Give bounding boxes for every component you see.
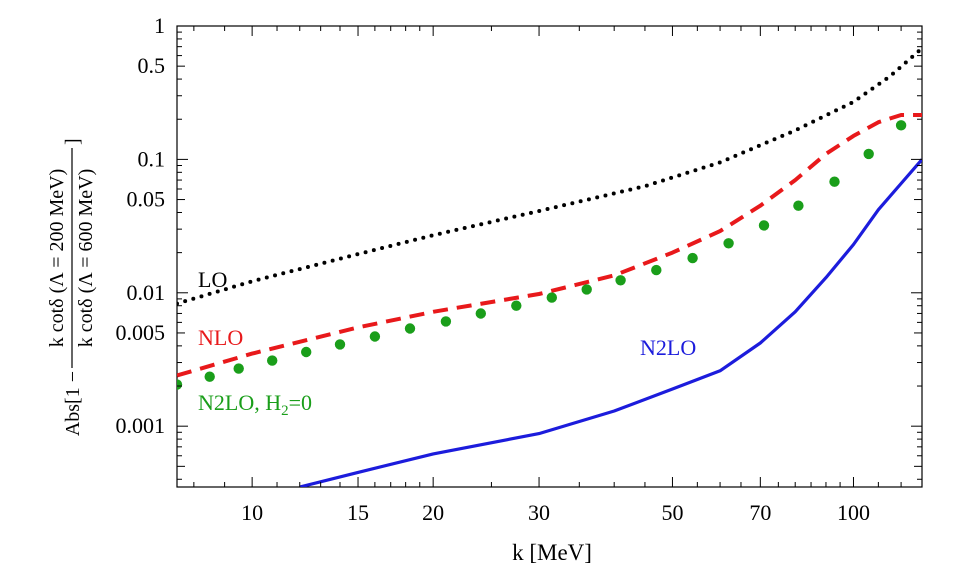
series-n2lo-h2-0-point <box>651 264 662 276</box>
series-n2lo-h2-0-point <box>581 284 592 295</box>
x-axis-title: k [MeV] <box>512 540 592 565</box>
series-n2lo-h2-0-point <box>475 308 486 319</box>
series-n2lo-h2-0-point <box>267 355 278 366</box>
plot-frame <box>176 25 923 488</box>
series-n2lo-h2-0-point <box>334 339 346 350</box>
x-tick-label: 70 <box>749 500 771 525</box>
series-lo-line <box>177 46 922 306</box>
y-axis-title-numerator: k cotδ (Λ = 200 MeV) <box>46 169 68 348</box>
series-n2lo-h2-0-point <box>177 379 183 390</box>
series-label-n2lo: N2LO <box>640 335 696 360</box>
series-n2lo-h2-0-point <box>369 331 381 342</box>
series-n2lo-h2-0-point <box>758 220 770 231</box>
label-layer: 1 0.5 0.1 0.05 0.01 0.005 0.001 10 15 20 30 50 70 100 <box>116 13 870 525</box>
series-n2lo-h2-0-point <box>204 371 215 382</box>
y-axis-title-suffix: ] <box>62 138 84 145</box>
y-tick-label: 0.1 <box>138 146 166 171</box>
series-n2lo-h2-0-point <box>687 252 698 264</box>
x-tick-label: 10 <box>241 500 263 525</box>
series-n2lo-line <box>299 158 922 487</box>
y-axis-title: Abs[1 − k cotδ (Λ = 200 MeV) k cotδ (Λ =… <box>46 138 97 436</box>
series-n2lo-h2-0-point <box>895 120 907 131</box>
y-tick-label: 0.5 <box>138 53 166 78</box>
series-label-n2lo-h2-suffix: =0 <box>289 390 312 415</box>
series-label-n2lo-h2-main: N2LO, H <box>198 390 281 415</box>
series-label-lo: LO <box>198 267 227 292</box>
series-n2lo-h2-0-point <box>233 363 244 374</box>
series-label-n2lo-h2: N2LO, H2=0 <box>198 390 312 419</box>
tick-layer <box>177 25 923 487</box>
y-tick-label: 0.05 <box>127 187 166 212</box>
y-tick-label: 0.001 <box>116 413 166 438</box>
series-nlo-line <box>177 113 922 378</box>
series-n2lo-h2-0-point <box>615 275 626 286</box>
x-tick-label: 30 <box>528 500 550 525</box>
y-tick-label: 1 <box>154 13 165 38</box>
series-n2lo-h2-0-point <box>511 300 522 311</box>
series-n2lo-h2-0-point <box>863 148 874 160</box>
series-n2lo-h2-0-point <box>440 316 452 327</box>
y-axis-title-prefix: Abs[1 − <box>62 371 84 436</box>
x-tick-label: 20 <box>422 500 444 525</box>
y-axis-title-denominator: k cotδ (Λ = 600 MeV) <box>75 169 97 348</box>
series-n2lo-h2-0-point <box>793 200 804 211</box>
y-tick-label: 0.01 <box>127 280 166 305</box>
series-n2lo-h2-0-point <box>723 238 734 249</box>
series-label-n2lo-h2-sub: 2 <box>281 403 289 419</box>
x-tick-label: 100 <box>837 500 870 525</box>
series-n2lo-h2-0-point <box>546 292 557 303</box>
series-n2lo-h2-0-point <box>301 346 312 358</box>
series-label-nlo: NLO <box>198 325 243 350</box>
series-n2lo-h2-0-point <box>829 176 840 187</box>
series-layer <box>177 46 922 487</box>
x-tick-label: 15 <box>347 500 369 525</box>
x-tick-label: 50 <box>661 500 683 525</box>
series-n2lo-h2-0-point <box>404 323 416 334</box>
y-tick-label: 0.005 <box>116 320 166 345</box>
